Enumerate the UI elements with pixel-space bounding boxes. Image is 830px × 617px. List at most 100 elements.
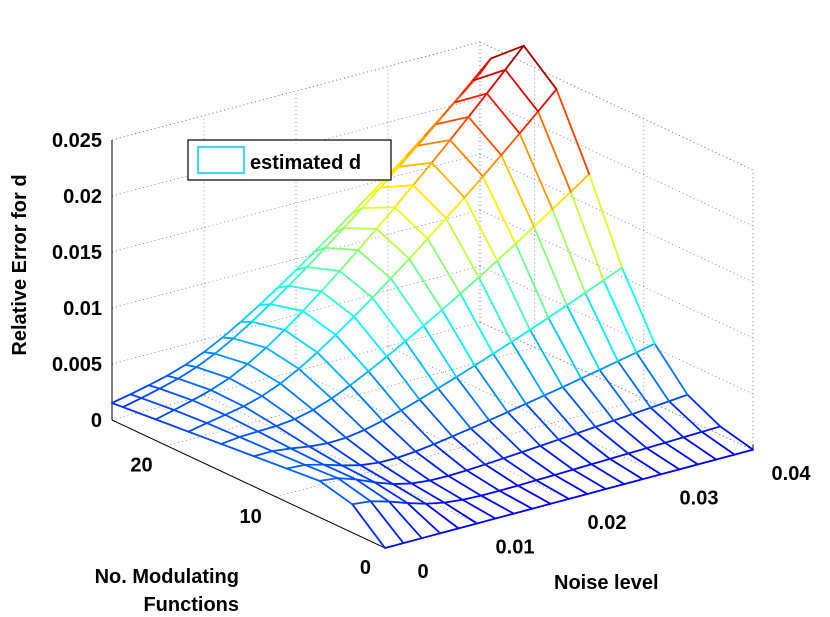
surface-segment <box>158 377 180 390</box>
z-axis-label: Relative Error for d <box>9 174 31 355</box>
surface-segment <box>406 502 427 505</box>
surface-segment <box>543 394 578 435</box>
surface-segment <box>418 398 454 438</box>
surface-segment <box>590 463 626 486</box>
surface-segment <box>331 227 345 235</box>
surface-segment <box>586 488 607 495</box>
surface-segment <box>422 308 443 327</box>
surface-segment <box>424 501 446 505</box>
surface-segment <box>457 522 478 530</box>
surface-segment <box>498 489 534 510</box>
surface-segment <box>359 464 394 485</box>
surface-segment <box>635 351 670 403</box>
surface-segment <box>602 266 623 282</box>
surface-segment <box>221 336 235 340</box>
z-tick-label: 0.025 <box>52 130 102 152</box>
surface-segment <box>460 79 474 96</box>
surface-segment <box>623 478 644 486</box>
surface-segment <box>565 304 601 371</box>
surface-segment <box>214 352 249 365</box>
surface-segment <box>447 469 468 477</box>
surface-segment <box>477 259 499 279</box>
surface-segment <box>502 457 538 482</box>
surface-segment <box>437 376 458 390</box>
surface-segment <box>476 517 497 525</box>
surface-segment <box>553 468 574 476</box>
surface-segment <box>203 351 216 355</box>
surface-segment <box>283 328 319 354</box>
surface-segment <box>533 208 554 228</box>
surface-segment <box>363 419 384 431</box>
surface-segment <box>334 333 370 373</box>
surface-segment <box>342 227 378 230</box>
surface-segment <box>359 461 380 467</box>
surface-segment <box>122 397 143 408</box>
surface-segment <box>467 92 488 118</box>
surface-segment <box>649 406 685 439</box>
surface-segment <box>449 116 470 141</box>
surface-segment <box>576 432 611 460</box>
surface-segment <box>430 161 466 199</box>
y-axis-label-line1: No. Modulating <box>95 566 239 588</box>
surface-segment <box>433 435 454 446</box>
surface-segment <box>304 464 339 480</box>
surface-segment <box>209 377 231 391</box>
grid-line <box>479 153 754 283</box>
surface-segment <box>313 246 327 253</box>
surface-segment <box>257 425 278 433</box>
surface-segment <box>410 482 446 504</box>
surface-segment <box>285 464 307 470</box>
surface-segment <box>459 276 480 295</box>
surface-segment <box>561 377 583 388</box>
surface-segment <box>318 479 354 506</box>
surface-segment <box>371 277 392 299</box>
surface-segment <box>285 467 321 482</box>
surface-segment <box>351 500 372 506</box>
surface-segment <box>173 409 208 424</box>
surface-segment <box>308 442 329 448</box>
surface-segment <box>228 363 249 380</box>
surface-segment <box>520 451 556 476</box>
surface-segment <box>584 279 605 294</box>
surface-segment <box>443 501 478 525</box>
surface-segment <box>584 291 619 363</box>
surface-segment <box>416 139 451 147</box>
grid-line <box>479 265 754 395</box>
surface-segment <box>455 364 476 378</box>
surface-segment <box>510 340 546 397</box>
surface-segment <box>664 436 685 444</box>
surface-segment <box>384 542 405 549</box>
surface-segment <box>279 382 315 411</box>
surface-segment <box>580 377 615 422</box>
surface-segment <box>645 447 681 471</box>
surface-segment <box>214 337 235 355</box>
surface-segment <box>500 154 535 228</box>
surface-segment <box>700 425 722 433</box>
x-axis-label: Noise level <box>554 572 659 594</box>
surface-segment <box>228 377 263 397</box>
surface-segment <box>324 227 345 249</box>
surface-segment <box>594 426 630 455</box>
surface-segment <box>608 457 644 481</box>
surface-segment <box>287 284 323 293</box>
surface-segment <box>506 402 527 414</box>
surface-segment <box>418 387 439 401</box>
surface-segment <box>473 364 509 414</box>
surface-segment <box>351 503 386 549</box>
surface-segment <box>594 419 615 428</box>
surface-segment <box>342 207 364 229</box>
surface-segment <box>547 316 583 380</box>
surface-segment <box>154 409 175 421</box>
surface-segment <box>422 324 458 378</box>
surface-segment <box>437 387 472 430</box>
surface-segment <box>480 494 515 515</box>
surface-segment <box>408 257 443 311</box>
surface-segment <box>331 213 353 235</box>
x-tick-label: 0.04 <box>772 463 812 485</box>
surface-segment <box>269 303 304 312</box>
surface-segment <box>660 468 681 476</box>
surface-segment <box>242 395 263 408</box>
legend-label: estimated d <box>250 152 361 174</box>
surface-segment <box>322 463 358 481</box>
y-tick-label: 0 <box>360 557 371 579</box>
